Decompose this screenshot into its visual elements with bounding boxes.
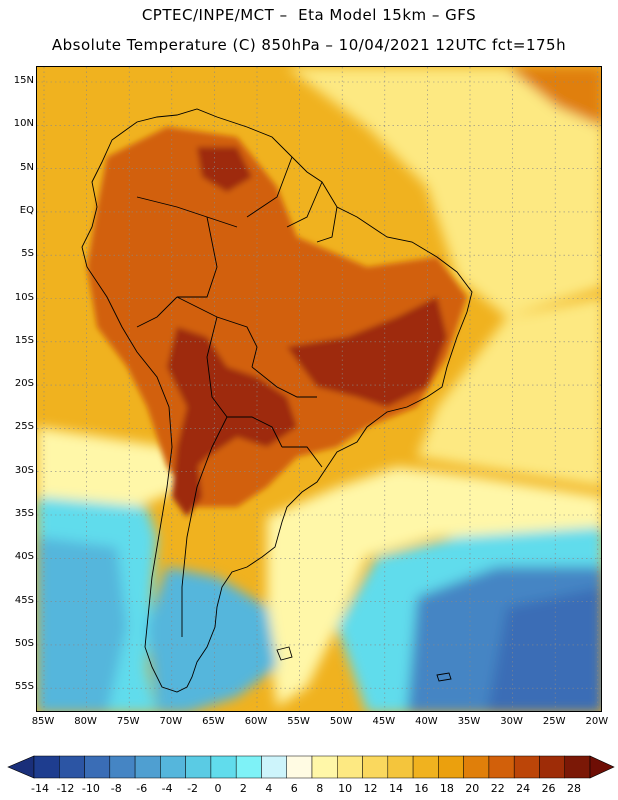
temperature-field: [37, 67, 601, 711]
lon-label: 70W: [159, 716, 183, 727]
lon-label: 30W: [500, 716, 523, 727]
colorbar-tick-label: 18: [439, 782, 454, 795]
field-blue-pacific: [37, 537, 127, 711]
lat-label: 10S: [14, 291, 34, 303]
colorbar-tick-label: -14: [31, 782, 49, 795]
colorbar-tick-label: 24: [516, 782, 531, 795]
colorbar-swatch: [387, 755, 414, 779]
south-georgia: [436, 672, 452, 682]
colorbar-swatch: [109, 755, 136, 779]
colorbar-swatch: [539, 755, 565, 779]
country-borders: [136, 156, 338, 637]
field-pale-band: [37, 427, 601, 707]
colorbar-tick-label: 16: [414, 782, 429, 795]
colorbar: [7, 755, 615, 779]
colorbar-swatch: [513, 755, 540, 779]
colorbar-swatch: [463, 755, 490, 779]
colorbar-tick-label: 0: [214, 782, 222, 795]
lon-label: 60W: [244, 716, 268, 727]
lat-label: 50S: [14, 637, 34, 649]
colorbar-swatch: [286, 755, 313, 779]
lat-label: 15N: [13, 75, 34, 86]
colorbar-swatch: [33, 755, 60, 779]
lon-label: 75W: [116, 716, 140, 727]
colorbar-over-arrow: [589, 755, 615, 779]
colorbar-under-arrow: [7, 755, 35, 779]
colorbar-swatch: [235, 755, 262, 779]
colorbar-tick-label: 6: [290, 782, 298, 795]
lon-label: 25W: [542, 716, 566, 727]
colorbar-swatch: [210, 755, 237, 779]
field-deep-blue-atlantic: [487, 587, 601, 711]
map-canvas: [37, 67, 601, 711]
colorbar-swatch: [337, 755, 363, 779]
colorbar-tick-label: 4: [265, 782, 273, 795]
lon-label: 45W: [372, 716, 396, 727]
lon-label: 20W: [585, 716, 609, 727]
colorbar-tick-label: 26: [541, 782, 556, 795]
colorbar-swatch: [84, 755, 111, 779]
lat-label: 55S: [14, 681, 34, 693]
lat-label: 5S: [21, 248, 34, 260]
colorbar-tick-label: -4: [161, 782, 173, 795]
lat-label: 25S: [14, 421, 34, 433]
colorbar-swatch: [311, 755, 338, 779]
lat-label: EQ: [19, 204, 34, 216]
lat-label: 20S: [14, 378, 34, 390]
lat-label: 15S: [14, 334, 34, 346]
colorbar-tick-label: 14: [389, 782, 403, 795]
colorbar-swatch: [488, 755, 515, 779]
lon-label: 35W: [457, 716, 481, 727]
field-hot-continent: [87, 127, 467, 507]
field-very-hot-venezuela: [197, 147, 252, 192]
lon-label: 80W: [74, 716, 97, 727]
colorbar-swatch: [261, 755, 287, 779]
colorbar-swatch: [185, 755, 212, 779]
field-light-blue-patagonia-sea: [147, 567, 277, 711]
lat-label: 40S: [14, 551, 34, 563]
lat-label: 30S: [14, 464, 34, 476]
colorbar-tick-label: -8: [110, 782, 122, 795]
colorbar-tick-label: 22: [490, 782, 505, 795]
colorbar-swatch: [438, 755, 464, 779]
field-very-hot-chaco: [167, 327, 297, 477]
colorbar-swatch: [160, 755, 186, 779]
chart-title-line2: Absolute Temperature (C) 850hPa – 10/04/…: [51, 36, 567, 54]
colorbar-tick-label: -10: [81, 782, 100, 795]
lon-label: 40W: [415, 716, 438, 727]
lat-label: 35S: [14, 508, 34, 519]
field-yellow-atlantic-north: [287, 67, 601, 317]
falklands: [276, 646, 293, 661]
colorbar-swatch: [564, 755, 591, 779]
temperature-map: [36, 66, 602, 712]
coastlines-and-borders: [81, 108, 473, 693]
colorbar-tick-label: 28: [567, 782, 581, 795]
colorbar-tick-label: -6: [136, 782, 148, 795]
chart-title-line1: CPTEC/INPE/MCT – Eta Model 15km – GFS: [141, 6, 477, 24]
colorbar-tick-label: 10: [338, 782, 353, 795]
lat-label: 10N: [13, 118, 34, 130]
colorbar-swatch: [412, 755, 439, 779]
colorbar-tick-label: -2: [187, 782, 199, 795]
lat-label: 5N: [20, 161, 34, 173]
lat-label: 45S: [14, 594, 34, 606]
field-yellow-atlantic-east: [417, 297, 601, 487]
colorbar-swatch: [59, 755, 85, 779]
lon-label: 65W: [202, 716, 225, 727]
lon-label: 55W: [287, 716, 310, 727]
colorbar-tick-label: -12: [56, 782, 75, 795]
lon-label: 85W: [31, 716, 55, 727]
colorbar-tick-label: 8: [316, 782, 324, 795]
field-very-hot-brazil: [287, 297, 447, 407]
colorbar-tick-label: 12: [363, 782, 378, 795]
colorbar-swatch: [134, 755, 161, 779]
colorbar-swatch: [362, 755, 389, 779]
lon-label: 50W: [329, 716, 353, 727]
colorbar-tick-label: 2: [239, 782, 247, 795]
colorbar-tick-label: 20: [465, 782, 480, 795]
